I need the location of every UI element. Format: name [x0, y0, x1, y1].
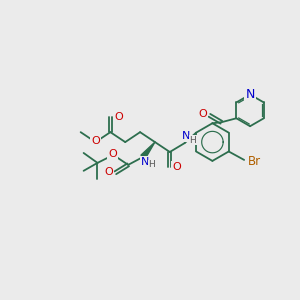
Text: N: N: [141, 157, 149, 167]
Text: O: O: [198, 109, 207, 119]
Text: O: O: [172, 162, 181, 172]
Text: Br: Br: [248, 155, 261, 168]
Text: O: O: [91, 136, 100, 146]
Text: N: N: [245, 88, 255, 101]
Polygon shape: [141, 142, 155, 159]
Text: H: H: [148, 160, 155, 169]
Text: H: H: [189, 136, 196, 145]
Text: N: N: [141, 157, 149, 167]
Text: O: O: [108, 149, 117, 159]
Text: O: O: [104, 167, 113, 177]
Text: O: O: [114, 112, 123, 122]
Text: N: N: [182, 131, 190, 141]
